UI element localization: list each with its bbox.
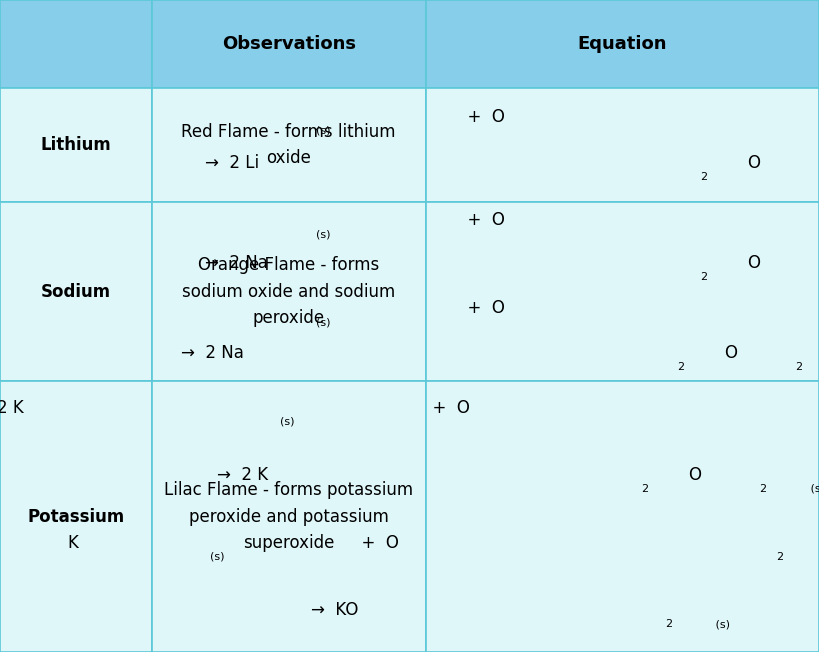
Text: (s): (s) (210, 552, 224, 561)
Text: (s): (s) (316, 229, 330, 239)
Text: 2 Na: 2 Na (0, 299, 6, 318)
Text: Equation: Equation (577, 35, 667, 53)
Bar (426, 88, 819, 202)
Text: O: O (724, 344, 737, 362)
Text: Orange Flame - forms
sodium oxide and sodium
peroxide: Orange Flame - forms sodium oxide and so… (182, 256, 396, 327)
Text: +  O: + O (351, 534, 399, 552)
Text: 2: 2 (665, 619, 672, 629)
Text: O: O (748, 154, 761, 172)
Text: →  2 Na: → 2 Na (205, 254, 268, 273)
Text: Red Flame - forms lithium
oxide: Red Flame - forms lithium oxide (182, 123, 396, 168)
Bar (426, 202, 819, 381)
Text: →  2 Li: → 2 Li (205, 154, 259, 172)
Text: 2: 2 (641, 484, 649, 494)
Text: 2: 2 (700, 171, 708, 182)
Text: (s): (s) (316, 317, 330, 327)
Bar (152, 88, 426, 202)
Text: 2: 2 (776, 552, 783, 561)
Text: 2: 2 (700, 272, 708, 282)
Text: (s): (s) (316, 126, 330, 136)
Text: 4 Na: 4 Na (0, 211, 6, 230)
Text: →  2 Na: → 2 Na (182, 344, 244, 362)
Text: (s): (s) (280, 416, 295, 426)
Text: 2: 2 (676, 362, 684, 372)
Text: 2 K: 2 K (0, 398, 29, 417)
Text: +  O: + O (457, 211, 505, 230)
Text: O: O (748, 254, 761, 273)
Text: K: K (68, 534, 84, 552)
Bar (0, 0, 152, 88)
Bar (0, 88, 152, 202)
Text: +  O: + O (457, 108, 505, 126)
Text: Lithium: Lithium (40, 136, 111, 154)
Text: +  O: + O (457, 299, 505, 318)
Text: 2: 2 (794, 362, 802, 372)
Bar (0, 202, 152, 381)
Text: →  KO: → KO (311, 602, 359, 619)
Bar (152, 202, 426, 381)
Text: +  O: + O (422, 398, 470, 417)
Text: →  2 K: → 2 K (217, 466, 268, 484)
Bar (0, 381, 152, 652)
Bar (426, 381, 819, 652)
Text: Sodium: Sodium (41, 283, 111, 301)
Bar (426, 0, 819, 88)
Text: (s): (s) (807, 484, 819, 494)
Bar (152, 0, 426, 88)
Text: Observations: Observations (222, 35, 355, 53)
Text: Lilac Flame - forms potassium
peroxide and potassium
superoxide: Lilac Flame - forms potassium peroxide a… (164, 481, 414, 552)
Text: Potassium: Potassium (27, 508, 124, 526)
Text: 2: 2 (759, 484, 767, 494)
Bar (152, 381, 426, 652)
Text: O: O (689, 466, 702, 484)
Text: (s): (s) (713, 619, 731, 629)
